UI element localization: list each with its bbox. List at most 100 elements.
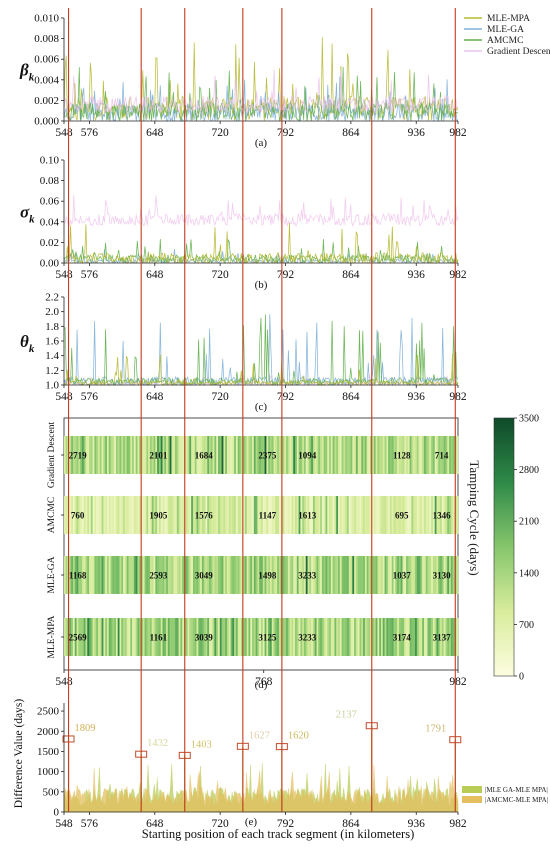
heatmap-cell [171,496,174,534]
heatmap-cell [361,436,364,474]
heatmap-cell [146,618,149,656]
heatmap-cell [153,436,156,474]
heatmap-cell [277,436,280,474]
heatmap-cell [212,556,215,594]
heatmap-cell [167,496,170,534]
heatmap-cell [216,496,219,534]
heatmap-cell [176,618,179,656]
panel-b-y-label-sub: k [29,214,35,226]
heatmap-cell [425,618,428,656]
heatmap-cell [296,556,299,594]
heatmap-cell [309,618,312,656]
heatmap-cell [218,556,221,594]
heatmap-cell [345,496,348,534]
heatmap-cell [214,436,217,474]
heatmap-cell [325,496,328,534]
heatmap-cell [291,436,294,474]
heatmap-cell [71,496,74,534]
colorbar-tick-label: 3500 [519,414,539,425]
heatmap-cell [65,618,68,656]
heatmap-cell [200,618,203,656]
heatmap-cell [209,436,212,474]
heatmap-cell [440,556,443,594]
heatmap-cell [115,556,119,594]
heatmap-cell [209,618,212,656]
panel-b-y-tick-label: 0.04 [40,216,60,228]
heatmap-value-label: 1128 [393,451,411,461]
heatmap-cell [359,496,362,534]
heatmap-cell [253,436,256,474]
heatmap-cell [259,556,262,594]
heatmap-cell [234,618,237,656]
heatmap-cell [110,618,113,656]
heatmap-cell [130,618,133,656]
heatmap-cell [149,556,153,594]
heatmap-cell [357,618,360,656]
heatmap-cell [194,618,197,656]
heatmap-cell [261,496,264,534]
heatmap-cell [121,618,124,656]
heatmap-cell [359,556,362,594]
heatmap-cell [198,618,201,656]
heatmap-cell [132,556,135,594]
heatmap-cell [411,556,414,594]
heatmap-cell [368,436,371,474]
heatmap-value-label: 2593 [149,571,168,581]
heatmap-cell [130,496,133,534]
heatmap-cell [318,556,321,594]
heatmap-cell [411,618,414,656]
heatmap-cell [234,556,237,594]
heatmap-cell [303,556,307,594]
panel-a-x-tick-label: 864 [342,127,360,139]
heatmap-cell [293,496,296,534]
colorbar-tick-label: 2800 [519,465,539,476]
panel-b-panel-label: (b) [255,279,268,291]
heatmap-cell [380,556,384,594]
heatmap-cell [142,496,145,534]
heatmap-cell [128,436,131,474]
heatmap-cell [354,556,357,594]
heatmap-cell [191,618,194,656]
heatmap-cell [239,436,242,474]
panel-a-x-tick-label: 720 [212,127,230,139]
heatmap-cell [300,618,303,656]
heatmap-cell [366,618,369,656]
heatmap-cell [126,618,129,656]
heatmap-cell [162,556,165,594]
heatmap-value-label: 695 [395,511,409,521]
heatmap-cell [456,436,459,474]
heatmap-cell [393,618,396,656]
heatmap-cell [407,496,410,534]
heatmap-cell [112,496,115,534]
heatmap-cell [94,618,97,656]
heatmap-cell [196,496,199,534]
heatmap-cell [80,618,83,656]
panel-c-x-tick-label: 548 [55,391,73,403]
heatmap-cell [205,618,208,656]
heatmap-cell [210,436,213,474]
panel-a-panel-label: (a) [255,137,268,149]
heatmap-cell [137,556,140,594]
heatmap-cell [103,436,106,474]
heatmap-cell [137,436,140,474]
heatmap-cell [106,436,110,474]
heatmap-cell [445,436,448,474]
panel-c-x-tick-label: 792 [277,391,295,403]
heatmap-cell [415,496,418,534]
colorbar-tick-label: 1400 [519,568,539,579]
heatmap-cell [309,556,312,594]
heatmap-cell [89,556,92,594]
heatmap-cell [212,618,215,656]
heatmap-cell [203,496,206,534]
heatmap-cell [422,496,425,534]
heatmap-cell [243,618,246,656]
heatmap-cell [192,556,196,594]
heatmap-cell [372,556,375,594]
heatmap-cell [406,556,409,594]
heatmap-cell [85,556,88,594]
heatmap-cell [402,618,405,656]
heatmap-cell [225,556,228,594]
heatmap-cell [214,556,217,594]
heatmap-cell [94,496,97,534]
